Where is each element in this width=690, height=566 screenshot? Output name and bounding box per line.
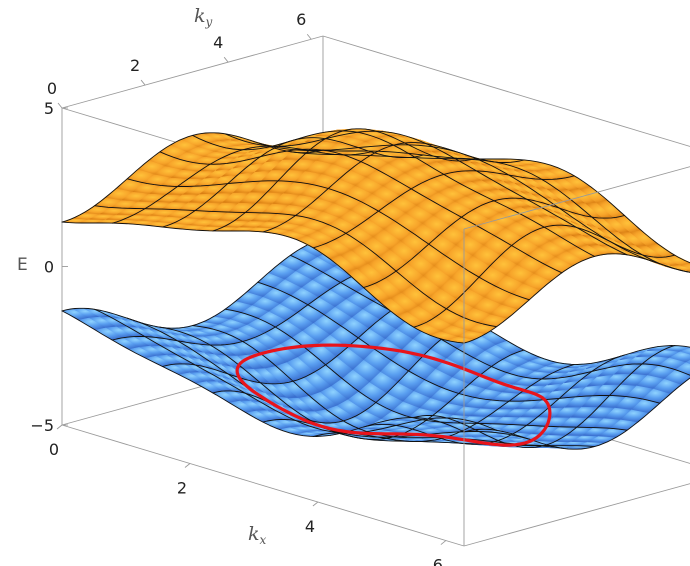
y-tick-label: 4 — [213, 33, 223, 52]
upper-band-mesh-line-ky — [224, 130, 628, 256]
lower-band-mesh-line-ky — [289, 254, 690, 380]
x-axis-title: kx — [248, 523, 267, 547]
lower-band-mesh-line-kx — [413, 345, 676, 449]
y-tick-label: 0 — [47, 79, 57, 98]
axis-labels: kx ky E — [17, 5, 267, 547]
upper-band-mesh-line-kx — [363, 197, 625, 288]
contour-layer — [235, 343, 552, 447]
box-edge-front — [463, 483, 690, 547]
upper-band-mesh-line-kx — [463, 253, 690, 344]
x-tick-mark — [440, 540, 447, 545]
box-edge-front — [61, 424, 465, 547]
y-axis-title: ky — [194, 5, 213, 29]
upper-band-mesh-line-ky — [289, 151, 690, 273]
x-tick-mark — [56, 424, 63, 430]
upper-band-patch — [669, 264, 690, 272]
upper-band-patch — [680, 263, 690, 269]
y-tick-mark — [306, 33, 312, 40]
upper-band-patch — [686, 270, 690, 272]
z-axis-title: E — [17, 255, 28, 275]
x-tick-label: 2 — [177, 479, 187, 498]
box-edge-back — [322, 35, 690, 147]
upper-band-mesh-line-kx — [413, 224, 676, 328]
lower-band-mesh-line-kx — [363, 354, 625, 445]
contour-line — [235, 343, 552, 447]
x-tick-mark — [312, 501, 319, 507]
y-tick-mark — [57, 102, 63, 109]
lower-band-patch — [685, 359, 690, 365]
z-tick-label: −5 — [30, 416, 54, 435]
lower-band-mesh-line-kx — [463, 377, 690, 450]
y-tick-mark — [223, 56, 229, 63]
z-tick-label: 0 — [44, 258, 54, 277]
lower-band-patch — [669, 351, 690, 363]
box-edge-back — [61, 35, 324, 109]
y-tick-label: 6 — [296, 10, 306, 29]
lower-band-mesh-line-ky — [224, 308, 628, 431]
z-tick-label: 5 — [44, 99, 54, 118]
y-tick-mark — [140, 79, 146, 86]
upper-band-mesh-line-kx — [312, 170, 575, 249]
y-tick-label: 2 — [130, 56, 140, 75]
lower-band-patch — [664, 369, 690, 385]
box-edge-front — [463, 166, 690, 230]
upper-band-mesh-line-ky — [322, 149, 690, 264]
plot-box-front — [61, 166, 690, 547]
x-tick-mark — [184, 463, 191, 468]
x-tick-label: 6 — [433, 556, 443, 566]
x-tick-label: 4 — [305, 517, 315, 536]
upper-band-surface — [61, 128, 690, 344]
lower-band-patch — [679, 347, 690, 355]
x-tick-label: 0 — [49, 440, 59, 459]
lower-band-mesh-line-ky — [257, 281, 661, 404]
